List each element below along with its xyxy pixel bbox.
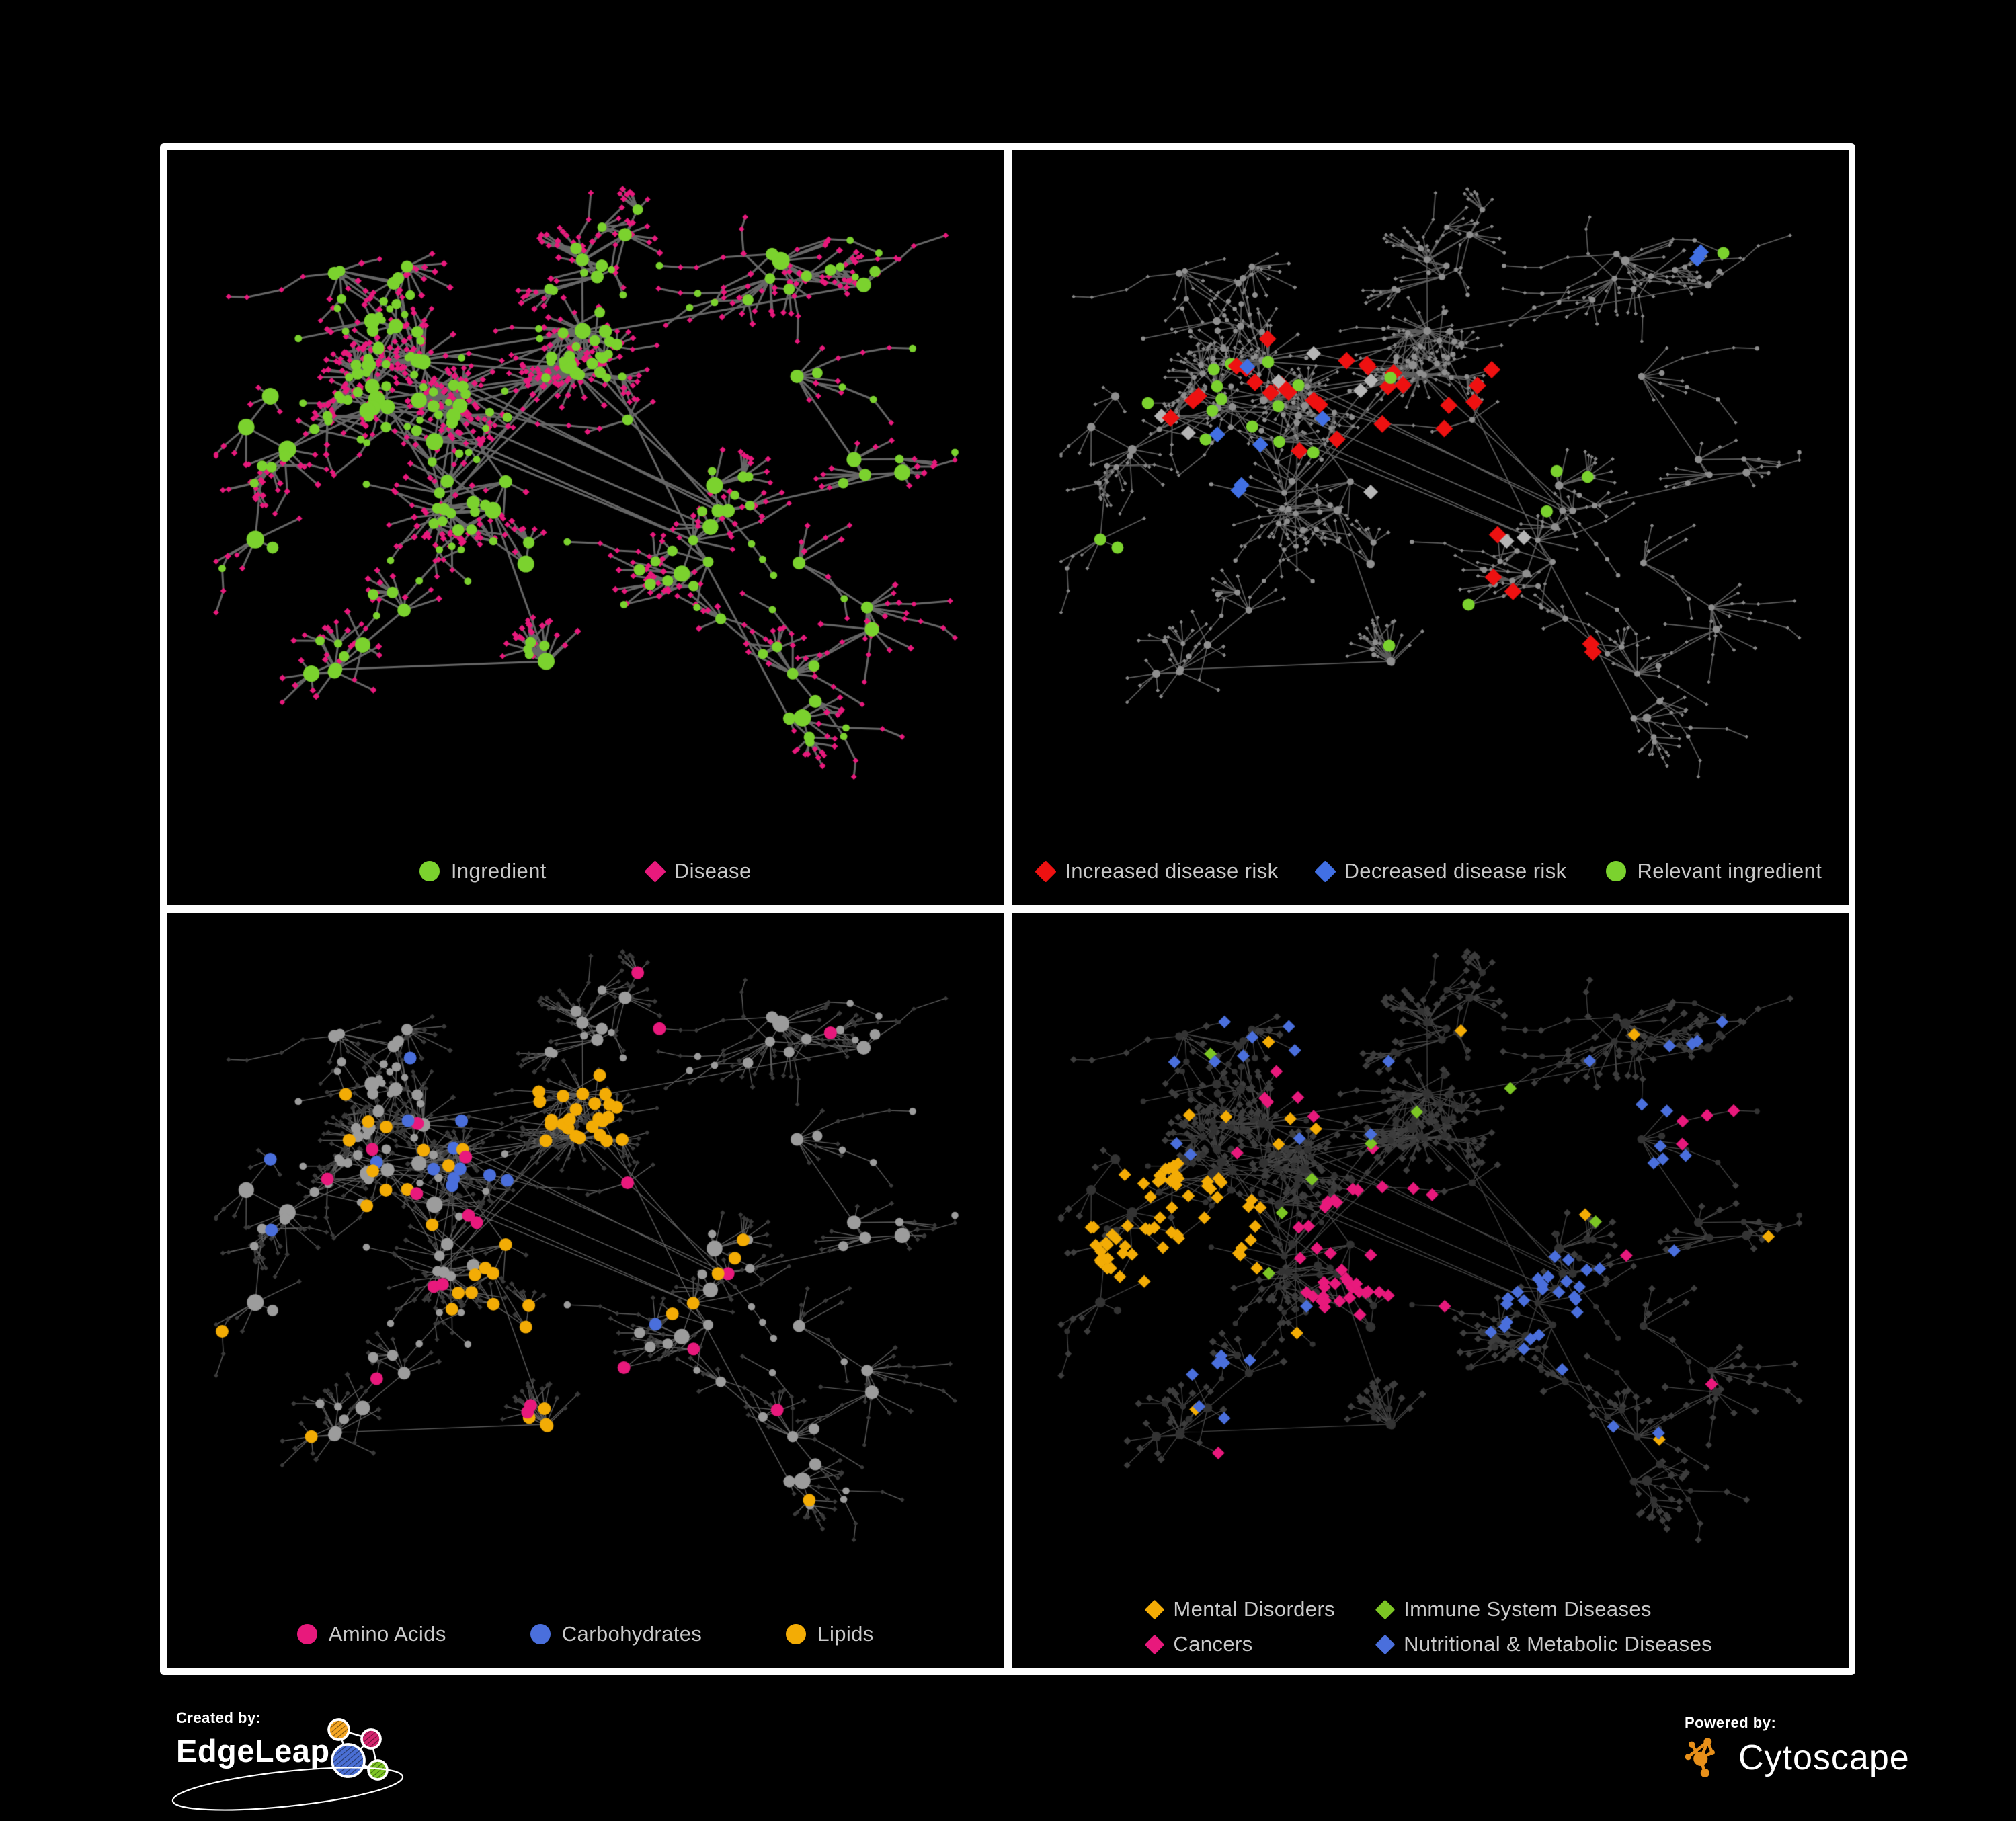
legend-label: Nutritional & Metabolic Diseases xyxy=(1404,1632,1713,1656)
legend-item-decreased-disease-risk: Decreased disease risk xyxy=(1314,859,1567,883)
network-graph-canvas xyxy=(167,150,1004,905)
network-graph-canvas xyxy=(1011,150,1849,905)
legend-item-lipids: Lipids xyxy=(786,1622,873,1646)
panel-legend: Amino Acids Carbohydrates Lipids xyxy=(167,1622,1004,1646)
legend-label: Lipids xyxy=(817,1622,874,1646)
powered-by-label: Powered by: xyxy=(1685,1714,1777,1731)
panel-nutrient-classes: Amino Acids Carbohydrates Lipids xyxy=(167,913,1004,1668)
panel-legend: Increased disease risk Decreased disease … xyxy=(1012,859,1849,883)
diamond-swatch-icon xyxy=(1145,1634,1165,1654)
legend-item-amino-acids: Amino Acids xyxy=(296,1622,446,1646)
legend-item-disease: Disease xyxy=(644,859,752,883)
diamond-swatch-icon xyxy=(1145,1599,1165,1619)
edgeleap-branding: Created by: EdgeLeap xyxy=(171,1709,405,1817)
panel-legend: Ingredient Disease xyxy=(167,859,1004,883)
panel-grid: Ingredient Disease Increased disease risk… xyxy=(167,150,1849,1668)
circle-swatch-icon xyxy=(530,1624,551,1644)
legend-item-ingredient: Ingredient xyxy=(419,859,547,883)
cytoscape-branding: Powered by: Cytoscape xyxy=(1685,1714,1967,1802)
legend-label: Immune System Diseases xyxy=(1404,1597,1652,1621)
legend-label: Disease xyxy=(674,859,752,883)
circle-swatch-icon xyxy=(419,861,440,881)
diamond-swatch-icon xyxy=(1314,860,1336,883)
legend-label: Cancers xyxy=(1173,1632,1253,1656)
legend-label: Mental Disorders xyxy=(1173,1597,1336,1621)
circle-swatch-icon xyxy=(296,1624,317,1644)
legend-label: Carbohydrates xyxy=(561,1622,702,1646)
legend-label: Relevant ingredient xyxy=(1637,859,1822,883)
cytoscape-wordmark: Cytoscape xyxy=(1738,1738,1910,1777)
network-graph-canvas xyxy=(1011,913,1849,1668)
circle-swatch-icon xyxy=(786,1624,807,1644)
diamond-swatch-icon xyxy=(1375,1599,1396,1619)
panel-disease-categories: Mental Disorders Immune System Diseases Ca… xyxy=(1011,913,1849,1668)
legend-label: Decreased disease risk xyxy=(1344,859,1567,883)
edgeleap-swoosh-icon xyxy=(171,1767,404,1811)
diamond-swatch-icon xyxy=(1375,1634,1396,1654)
legend-item-immune-system-diseases: Immune System Diseases xyxy=(1375,1597,1652,1621)
network-graph-canvas xyxy=(167,913,1004,1668)
created-by-label: Created by: xyxy=(176,1709,261,1726)
legend-label: Amino Acids xyxy=(328,1622,446,1646)
legend-item-carbohydrates: Carbohydrates xyxy=(530,1622,702,1646)
edgeleap-wordmark: EdgeLeap xyxy=(176,1733,330,1769)
legend-item-cancers: Cancers xyxy=(1145,1632,1253,1656)
edgeleap-logo-icon xyxy=(327,1718,389,1781)
panel-ingredients-diseases: Ingredient Disease xyxy=(167,150,1004,905)
cytoscape-logo-icon xyxy=(1685,1738,1715,1778)
circle-swatch-icon xyxy=(1605,861,1626,881)
panel-disease-risk: Increased disease risk Decreased disease … xyxy=(1011,150,1849,905)
legend-item-relevant-ingredient: Relevant ingredient xyxy=(1605,859,1822,883)
legend-label: Ingredient xyxy=(450,859,547,883)
diamond-swatch-icon xyxy=(1035,860,1057,883)
panel-legend: Mental Disorders Immune System Diseases Ca… xyxy=(1145,1597,1713,1656)
legend-item-mental-disorders: Mental Disorders xyxy=(1145,1597,1336,1621)
figure-frame: Ingredient Disease Increased disease risk… xyxy=(160,143,1855,1675)
legend-label: Increased disease risk xyxy=(1065,859,1279,883)
diamond-swatch-icon xyxy=(644,860,666,883)
legend-item-nutritional-metabolic-diseases: Nutritional & Metabolic Diseases xyxy=(1375,1632,1713,1656)
legend-item-increased-disease-risk: Increased disease risk xyxy=(1035,859,1279,883)
